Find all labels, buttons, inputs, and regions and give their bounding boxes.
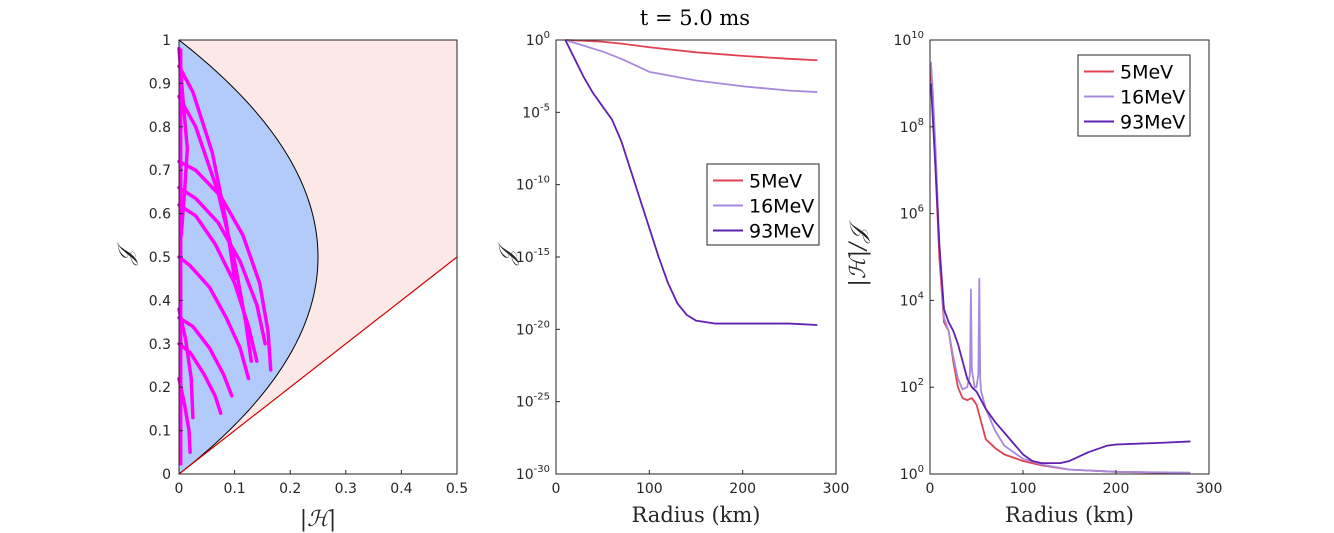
x-tick-label: 0.5 [446,481,468,497]
y-axis-label: 𝒥 [495,242,520,266]
legend-label-5MeV: 5MeV [749,171,802,193]
x-axis-label: Radius (km) [632,503,761,527]
tick-base: 10 [516,395,534,411]
x-tick-label: 0 [552,481,561,497]
panel-phase-space: 0 0.1 0.2 0.3 0.4 0.5 0 0.1 0.2 0.3 0.4 0.5 0.6 0.7 0.… [114,33,468,532]
y-tick-label: 10-5 [522,102,550,121]
x-tick-label: 0.2 [279,481,301,497]
x-axis-label: |ℋ| [300,507,337,532]
y-tick-label: 0.4 [149,293,171,309]
legend-label-5MeV: 5MeV [1120,62,1173,84]
y-tick-label: 10-20 [516,319,550,338]
tick-exponent: -25 [534,392,550,403]
trajectory-6 [177,316,234,398]
y-tick-label: 0.9 [149,76,171,92]
x-tick-label: 300 [1196,481,1223,497]
y-tick-label: 102 [900,377,924,396]
y-tick-label: 108 [900,117,924,136]
tick-exponent: 10 [911,30,924,41]
series-line-16MeV [565,39,818,93]
y-tick-label: 10-15 [516,247,550,266]
trajectory-0 [177,159,273,372]
tick-base: 10 [900,120,918,136]
tick-exponent: 0 [918,464,924,475]
panel-j-vs-radius: 0 100 200 30010010-510-1010-1510-2010-2510-… [495,30,849,527]
tick-exponent: 0 [544,30,550,41]
tick-exponent: -5 [540,102,550,113]
y-tick-label: 106 [900,204,924,223]
tick-base: 10 [900,380,918,396]
y-tick-label: 0.5 [149,250,171,266]
inner-boundary [178,39,319,475]
diagonal-boundary [178,256,458,475]
series-line-16MeV [930,61,1191,474]
x-tick-label: 200 [729,481,756,497]
trajectory-4 [177,94,254,363]
legend: 5MeV 16MeV 93MeV [1077,54,1191,137]
y-tick-label: 100 [900,464,924,483]
legend-label-16MeV: 16MeV [1120,87,1185,109]
legend-label-93MeV: 93MeV [1120,112,1185,134]
x-tick-label: 0 [926,481,935,497]
tick-exponent: 4 [918,290,924,301]
y-tick-label: 0.2 [149,380,171,396]
tick-base: 10 [526,33,544,49]
tick-base: 10 [516,322,534,338]
tick-base: 10 [893,33,911,49]
y-tick-label: 0.3 [149,337,171,353]
legend-label-93MeV: 93MeV [749,221,814,243]
trajectory-5 [177,255,251,381]
x-tick-label: 200 [1103,481,1130,497]
y-tick-label: 10-30 [516,464,550,483]
x-tick-label: 0.3 [335,481,357,497]
figure-title: t = 5.0 ms [640,6,750,30]
tick-base: 10 [516,250,534,266]
tick-base: 10 [900,207,918,223]
x-tick-label: 0 [175,481,184,497]
tick-exponent: -15 [534,247,550,258]
x-axis-label: Radius (km) [1005,503,1134,527]
y-tick-label: 1010 [893,30,924,49]
tick-base: 10 [900,293,918,309]
plot-background [556,40,836,474]
tick-exponent: -10 [534,175,550,186]
x-tick-label: 300 [823,481,850,497]
series-line-93MeV [930,83,1191,465]
tick-exponent: 2 [918,377,924,388]
x-tick-label: 0.1 [223,481,245,497]
y-tick-label: 10-25 [516,392,550,411]
series-line-5MeV [565,39,818,62]
y-tick-label: 104 [900,290,924,309]
x-tick-label: 100 [636,481,663,497]
y-axis-label: |ℋ|/𝒥 [846,220,871,287]
tick-base: 10 [522,105,540,121]
y-tick-label: 1 [162,33,171,49]
tick-exponent: -20 [534,319,550,330]
y-tick-label: 0.8 [149,120,171,136]
y-tick-label: 0.7 [149,163,171,179]
tick-exponent: 6 [918,204,924,215]
y-tick-label: 0 [162,467,171,483]
axes-box [929,39,1210,475]
y-tick-label: 100 [526,30,550,49]
tick-exponent: -30 [534,464,550,475]
tick-base: 10 [516,178,534,194]
x-tick-label: 100 [1010,481,1037,497]
legend: 5MeV 16MeV 93MeV [706,163,820,246]
trajectory-2 [177,203,259,363]
y-tick-label: 0.6 [149,207,171,223]
series-line-93MeV [564,39,818,326]
x-tick-label: 0.4 [390,481,412,497]
y-tick-label: 10-10 [516,175,550,194]
legend-label-16MeV: 16MeV [749,196,814,218]
y-axis-label: 𝒥 [114,242,139,266]
y-tick-label: 0.1 [149,424,171,440]
tick-base: 10 [900,467,918,483]
tick-exponent: 8 [918,117,924,128]
tick-base: 10 [516,467,534,483]
